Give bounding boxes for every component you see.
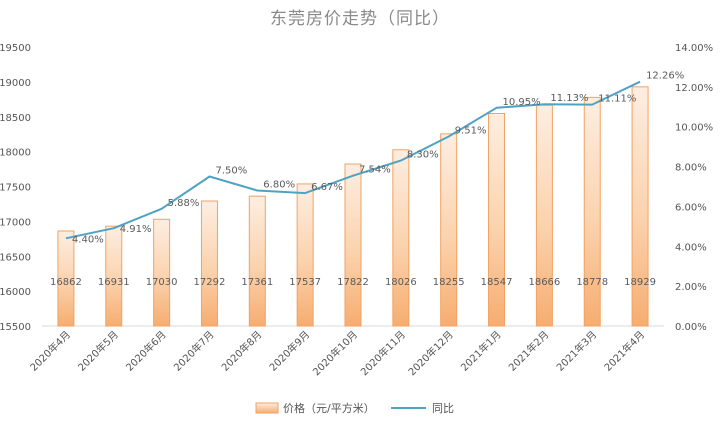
x-category-label: 2020年8月 <box>219 328 265 374</box>
left-tick-label: 19000 <box>0 78 31 89</box>
price-bar <box>392 149 410 327</box>
right-tick-label: 0.00% <box>675 322 707 333</box>
price-bar <box>488 112 506 327</box>
price-bar-labels: 16862 16931 17030 17292 17361 17537 17822 18026… <box>50 277 656 288</box>
legend: 价格（元/平方米） 同比 <box>255 401 454 415</box>
price-bar <box>296 183 314 327</box>
price-bar-label: 16931 <box>98 277 130 288</box>
right-tick-label: 12.00% <box>675 83 713 94</box>
x-category-label: 2020年6月 <box>123 328 169 374</box>
yoy-point-labels: 4.40% 4.91% 5.88% 7.50% 6.80% 6.67% 7.54% 8.30%… <box>72 71 684 246</box>
x-axis-category-labels: 2020年4月 2020年5月 2020年6月 2020年7月 2020年8月 2020年… <box>27 328 647 378</box>
price-bar-label: 17361 <box>241 277 273 288</box>
x-category-label: 2021年1月 <box>458 328 504 374</box>
left-tick-label: 17500 <box>0 183 31 194</box>
yoy-line-group <box>65 80 641 240</box>
yoy-point-label: 5.88% <box>168 198 200 209</box>
price-bar <box>583 96 601 327</box>
left-tick-label: 17000 <box>0 217 31 228</box>
x-category-label: 2020年9月 <box>266 328 312 374</box>
left-tick-label: 16500 <box>0 252 31 263</box>
price-bar <box>344 163 362 327</box>
yoy-point-label: 7.54% <box>359 165 391 176</box>
legend-swatch-price <box>255 402 279 414</box>
price-bar-label: 17030 <box>146 277 178 288</box>
price-bar-label: 17292 <box>194 277 226 288</box>
price-bar-label: 18547 <box>481 277 513 288</box>
right-tick-label: 8.00% <box>675 163 707 174</box>
x-category-label: 2020年5月 <box>75 328 121 374</box>
x-category-label: 2020年12月 <box>405 328 455 378</box>
price-bar-label: 18026 <box>385 277 417 288</box>
x-category-label: 2020年11月 <box>358 328 408 378</box>
legend-label-price: 价格（元/平方米） <box>283 401 375 415</box>
left-tick-label: 18000 <box>0 148 31 159</box>
price-bar-label: 17537 <box>289 277 321 288</box>
x-category-label: 2021年3月 <box>554 328 600 374</box>
yoy-point-label: 8.30% <box>407 150 439 161</box>
yoy-point-label: 9.51% <box>455 125 487 136</box>
yoy-point-label: 11.13% <box>550 93 588 104</box>
yoy-point-label-last: 12.26% <box>646 71 684 82</box>
legend-label-yoy: 同比 <box>432 402 454 415</box>
x-category-label: 2020年7月 <box>171 328 217 374</box>
left-tick-label: 18500 <box>0 113 31 124</box>
right-tick-label: 2.00% <box>675 282 707 293</box>
price-bar <box>200 200 218 327</box>
price-bar <box>248 195 266 327</box>
yoy-point-label: 10.95% <box>503 97 541 108</box>
price-bar <box>535 104 553 327</box>
price-bar-label: 16862 <box>50 277 82 288</box>
left-tick-label: 16000 <box>0 287 31 298</box>
right-axis-ticks: 0.00% 2.00% 4.00% 6.00% 8.00% 10.00% 12.00% 14.… <box>675 43 713 333</box>
price-bar-label: 18778 <box>576 277 608 288</box>
price-bars <box>57 86 649 327</box>
price-bar <box>440 133 458 327</box>
yoy-line <box>65 80 641 240</box>
price-bar-label: 18666 <box>528 277 560 288</box>
yoy-point-label: 4.40% <box>72 234 104 245</box>
yoy-point-label: 11.11% <box>598 94 636 105</box>
x-category-label: 2021年4月 <box>601 328 647 374</box>
price-bar-label: 17822 <box>337 277 369 288</box>
x-category-label: 2021年2月 <box>506 328 552 374</box>
left-tick-label: 19500 <box>0 43 31 54</box>
chart-title: 东莞房价走势（同比） <box>270 9 450 29</box>
price-bar <box>57 230 75 327</box>
right-tick-label: 4.00% <box>675 242 707 253</box>
price-bar-label: 18929 <box>624 277 656 288</box>
yoy-point-label: 7.50% <box>215 166 247 177</box>
x-category-label: 2020年10月 <box>310 328 360 378</box>
price-bar <box>153 218 171 327</box>
price-bar-label: 18255 <box>433 277 465 288</box>
yoy-point-label: 6.80% <box>263 179 295 190</box>
yoy-point-label: 6.67% <box>311 182 343 193</box>
x-category-label: 2020年4月 <box>27 328 73 374</box>
left-tick-label: 15500 <box>0 322 31 333</box>
price-bar <box>105 225 123 327</box>
right-tick-label: 14.00% <box>675 43 713 54</box>
right-tick-label: 10.00% <box>675 123 713 134</box>
left-axis-ticks: 15500 16000 16500 17000 17500 18000 18500 19000… <box>0 43 31 333</box>
right-tick-label: 6.00% <box>675 202 707 213</box>
yoy-point-label: 4.91% <box>120 224 152 235</box>
price-bar <box>631 86 649 327</box>
